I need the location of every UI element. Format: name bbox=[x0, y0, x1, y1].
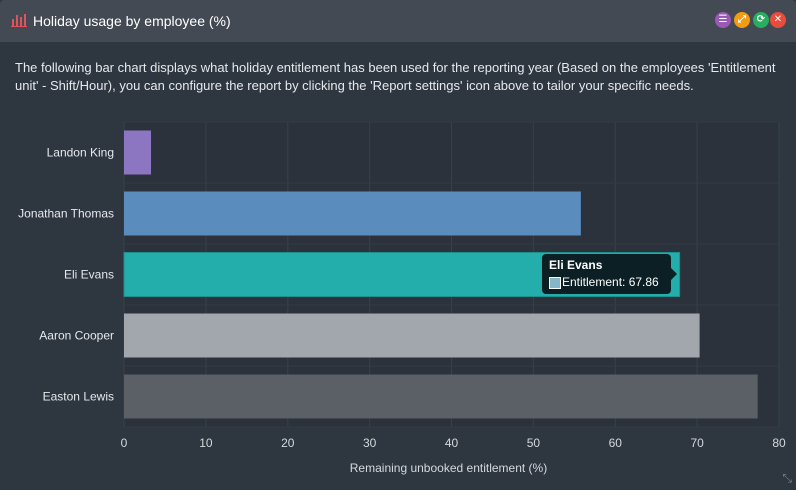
resize-handle-icon[interactable]: ⤡ bbox=[782, 471, 792, 485]
x-axis-label: Remaining unbooked entitlement (%) bbox=[350, 461, 547, 475]
x-tick-label: 50 bbox=[527, 436, 541, 450]
refresh-icon: ⟳ bbox=[756, 14, 766, 25]
fullscreen-button[interactable]: ⤢ bbox=[734, 12, 750, 28]
bar-chart-icon bbox=[11, 14, 27, 27]
x-tick-label: 40 bbox=[445, 436, 459, 450]
x-tick-label: 70 bbox=[690, 436, 704, 450]
y-tick-label: Aaron Cooper bbox=[39, 329, 114, 343]
widget-header: Holiday usage by employee (%) ☰ ⤢ ⟳ ✕ bbox=[0, 0, 796, 42]
chart-description: The following bar chart displays what ho… bbox=[15, 60, 776, 93]
y-tick-label: Easton Lewis bbox=[43, 390, 114, 404]
x-tick-label: 20 bbox=[281, 436, 295, 450]
x-tick-label: 80 bbox=[772, 436, 786, 450]
tooltip-arrow bbox=[671, 268, 677, 280]
x-tick-label: 10 bbox=[199, 436, 213, 450]
report-settings-button[interactable]: ☰ bbox=[715, 12, 731, 28]
x-tick-label: 60 bbox=[609, 436, 623, 450]
y-tick-label: Jonathan Thomas bbox=[18, 207, 114, 221]
settings-sliders-icon: ☰ bbox=[718, 14, 728, 25]
refresh-button[interactable]: ⟳ bbox=[753, 12, 769, 28]
bar-jonathan-thomas bbox=[124, 191, 581, 236]
chart-tooltip: Eli Evans Entitlement: 67.86 bbox=[542, 254, 677, 294]
bar-landon-king bbox=[124, 130, 152, 175]
widget-title: Holiday usage by employee (%) bbox=[33, 13, 231, 29]
x-tick-label: 0 bbox=[121, 436, 128, 450]
x-tick-label: 30 bbox=[363, 436, 377, 450]
expand-icon: ⤢ bbox=[738, 14, 746, 25]
tooltip-title: Eli Evans bbox=[549, 258, 603, 272]
y-tick-label: Eli Evans bbox=[64, 268, 114, 282]
bar-easton-lewis bbox=[124, 374, 758, 419]
tooltip-value: Entitlement: 67.86 bbox=[562, 275, 659, 289]
bar-aaron-cooper bbox=[124, 313, 700, 358]
y-tick-label: Landon King bbox=[47, 146, 114, 160]
close-button[interactable]: ✕ bbox=[770, 12, 786, 28]
tooltip-swatch bbox=[549, 277, 561, 289]
close-icon: ✕ bbox=[773, 14, 783, 25]
